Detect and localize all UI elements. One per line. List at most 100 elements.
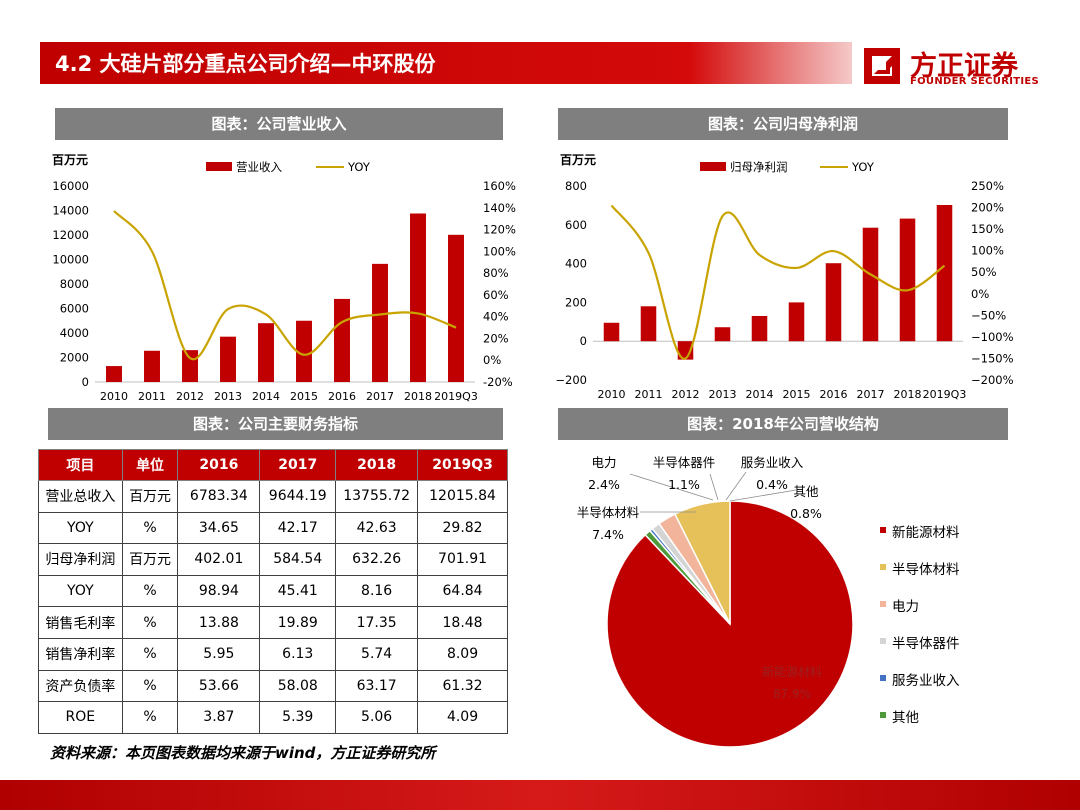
table-cell: 98.94: [177, 574, 261, 608]
table-cell: 9644.19: [259, 480, 337, 513]
legend-swatch: [880, 638, 886, 644]
table-row: YOY % 98.94 45.41 8.16 64.84: [38, 574, 508, 608]
legend-line-label: YOY: [851, 160, 875, 174]
table-cell: 29.82: [417, 511, 508, 545]
bar: [296, 320, 312, 382]
pie-data-label: 0.8%: [790, 506, 822, 521]
legend-bar-swatch: [700, 162, 726, 171]
pie-data-label: 新能源材料: [762, 664, 822, 679]
pie-slice: [644, 529, 731, 625]
x-tick-label: 2010: [100, 390, 128, 403]
pie-data-label: 电力: [591, 455, 616, 470]
source-note: 资料来源：本页图表数据均来源于wind，方正证券研究所: [50, 744, 436, 762]
x-tick-label: 2019Q3: [923, 388, 967, 401]
pie-panel-title: 图表：2018年公司营收结构: [558, 408, 1008, 440]
pie-data-label: 87.9%: [773, 687, 811, 701]
legend-bar-swatch: [206, 162, 232, 171]
table-cell: 5.95: [177, 637, 261, 671]
bar: [714, 327, 731, 342]
table-cell: %: [121, 669, 179, 703]
pie-data-label: 0.4%: [756, 477, 788, 492]
pie-data-label: 服务业收入: [741, 455, 804, 470]
table-cell: 61.32: [417, 669, 508, 703]
x-tick-label: 2014: [746, 388, 774, 401]
y-right-tick-label: 20%: [483, 331, 509, 345]
table-cell: 701.91: [417, 543, 508, 576]
y-left-tick-label: 800: [565, 179, 587, 193]
pie-data-label: 7.4%: [592, 527, 624, 542]
table-cell: YOY: [38, 574, 123, 608]
table-header-item: 项目: [38, 449, 123, 481]
table-cell: 13.88: [177, 606, 261, 639]
table-row: 资产负债率 % 53.66 58.08 63.17 61.32: [38, 669, 508, 703]
x-tick-label: 2018: [894, 388, 922, 401]
pie-legend-item: 服务业收入: [880, 669, 960, 689]
y-right-tick-label: 40%: [483, 310, 509, 324]
table-cell: %: [121, 511, 179, 545]
pie-legend-item: 半导体器件: [880, 632, 960, 652]
table-cell: %: [121, 637, 179, 671]
y-right-tick-label: 0%: [971, 287, 989, 301]
legend-swatch: [880, 564, 886, 570]
table-header-2018: 2018: [335, 449, 419, 481]
table-cell: 资产负债率: [38, 669, 123, 703]
y-left-tick-label: 8000: [60, 277, 89, 291]
header-bar: [40, 42, 852, 84]
table-cell: 18.48: [417, 606, 508, 639]
table-cell: 12015.84: [417, 480, 508, 513]
bar: [825, 263, 842, 342]
bar: [410, 213, 426, 382]
pie-legend-label: 服务业收入: [892, 673, 960, 689]
table-cell: 42.17: [259, 511, 337, 545]
x-tick-label: 2012: [672, 388, 700, 401]
y-left-tick-label: −200: [555, 373, 587, 387]
bar: [751, 315, 768, 342]
table-row: 归母净利润 百万元 402.01 584.54 632.26 701.91: [38, 543, 508, 576]
y-right-tick-label: 80%: [483, 266, 509, 280]
y-right-tick-label: 100%: [971, 244, 1004, 258]
table-cell: %: [121, 606, 179, 639]
table-cell: YOY: [38, 511, 123, 545]
footer-band: [0, 780, 1080, 810]
table-cell: 42.63: [335, 511, 419, 545]
pie-legend-label: 新能源材料: [892, 525, 960, 541]
y-right-tick-label: -20%: [483, 375, 513, 389]
x-tick-label: 2011: [138, 390, 166, 403]
y-left-tick-label: 200: [565, 295, 587, 309]
table-cell: 5.74: [335, 637, 419, 671]
revenue-structure-pie: 新能源材料 87.9% 半导体材料 7.4% 电力 2.4% 半导体器件 1.1% 服务业收入 0…: [577, 455, 854, 748]
table-cell: 6783.34: [177, 480, 261, 513]
y-right-tick-label: 60%: [483, 288, 509, 302]
table-cell: 销售毛利率: [38, 606, 123, 639]
pie-data-label: 其他: [793, 484, 819, 499]
y-left-tick-label: 6000: [60, 302, 89, 316]
x-tick-label: 2010: [598, 388, 626, 401]
y-left-tick-label: 0: [580, 334, 587, 348]
legend-swatch: [880, 712, 886, 718]
pie-legend-label: 其他: [892, 710, 919, 726]
table-header-2017: 2017: [259, 449, 337, 481]
table-cell: 6.13: [259, 637, 337, 671]
table-row: 销售毛利率 % 13.88 19.89 17.35 18.48: [38, 606, 508, 639]
legend-swatch: [880, 527, 886, 533]
profit-panel-title: 图表：公司归母净利润: [558, 108, 1008, 140]
table-row: YOY % 34.65 42.17 42.63 29.82: [38, 511, 508, 545]
y-right-tick-label: 120%: [483, 223, 516, 237]
x-tick-label: 2019Q3: [434, 390, 478, 403]
pie-legend-item: 新能源材料: [880, 521, 960, 541]
bar: [258, 323, 274, 382]
bar: [220, 336, 236, 382]
logo-en-text: FOUNDER SECURITIES: [910, 76, 1040, 87]
table-header-unit: 单位: [121, 449, 179, 481]
table-cell: 百万元: [121, 543, 179, 576]
bar: [334, 298, 350, 382]
revenue-chart: 百万元 营业收入 YOY 0 2000 4000 6000 8000 10000 12000 140…: [52, 153, 516, 403]
pie-legend-item: 其他: [880, 706, 919, 726]
table-cell: 63.17: [335, 669, 419, 703]
y-left-tick-label: 12000: [52, 228, 89, 242]
bar: [640, 306, 657, 342]
y-right-tick-label: 160%: [483, 179, 516, 193]
revenue-panel-title: 图表：公司营业收入: [55, 108, 503, 140]
table-cell: 45.41: [259, 574, 337, 608]
logo-mark-icon: [864, 48, 900, 84]
